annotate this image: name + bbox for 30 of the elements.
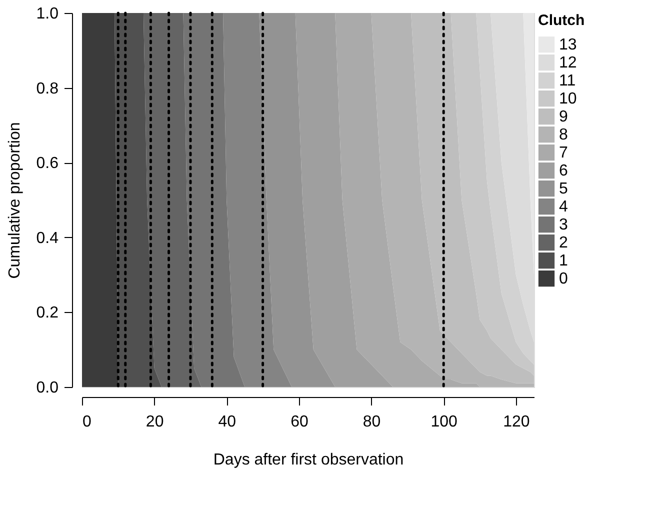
legend-label: 13 <box>559 36 577 54</box>
legend-label: 3 <box>559 216 568 234</box>
legend-label: 5 <box>559 180 568 198</box>
legend-label: 0 <box>559 270 568 288</box>
y-tick-label: 1.0 <box>36 6 59 22</box>
legend-label: 12 <box>559 54 577 72</box>
y-tick-label: 0.8 <box>36 80 59 98</box>
x-tick-label: 60 <box>290 414 308 430</box>
x-tick-label: 100 <box>430 414 458 430</box>
legend-label: 4 <box>559 198 568 216</box>
y-tick-label: 0.4 <box>36 230 59 247</box>
x-tick-label: 0 <box>82 414 92 430</box>
y-axis-title: Cumulative proportion <box>6 122 24 279</box>
legend-label: 11 <box>559 72 576 90</box>
x-axis-title: Days after first observation <box>213 452 404 468</box>
legend-title: Clutch <box>538 12 585 29</box>
legend-label: 9 <box>559 108 568 126</box>
y-tick-label: 0.2 <box>36 304 59 322</box>
legend-label: 2 <box>559 234 568 252</box>
y-tick-label: 0.0 <box>36 380 59 396</box>
x-tick-label: 20 <box>146 414 164 430</box>
x-tick-label: 120 <box>503 414 530 430</box>
y-tick-label: 0.6 <box>36 155 59 172</box>
x-tick-label: 40 <box>218 414 236 430</box>
legend-label: 8 <box>559 126 568 144</box>
legend-label: 1 <box>559 252 568 270</box>
legend-label: 10 <box>559 90 577 108</box>
legend-label: 7 <box>559 144 568 162</box>
legend-label: 6 <box>559 162 568 180</box>
x-tick-label: 80 <box>362 414 381 430</box>
